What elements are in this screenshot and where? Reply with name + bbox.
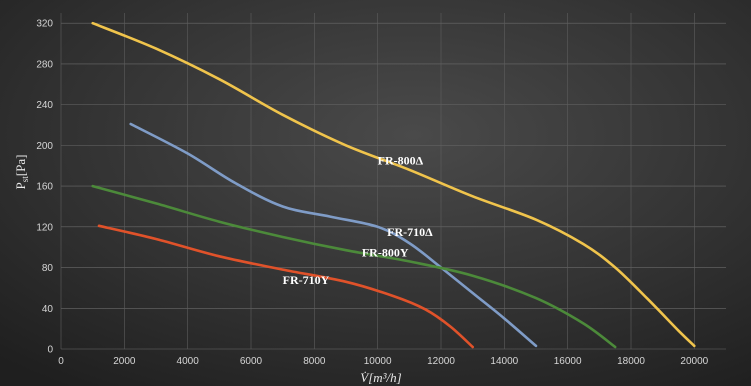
x-tick-label: 12000 — [427, 356, 455, 367]
series-line-fr-800 — [91, 21, 696, 348]
series-label: FR-710Y — [283, 273, 330, 287]
x-tick-label: 0 — [58, 356, 64, 367]
series-labels: FR-800Δ FR-710Δ FR-800Y FR-710Y — [283, 154, 433, 287]
series-label: FR-800Y — [362, 245, 409, 259]
x-tick-label: 10000 — [364, 356, 392, 367]
y-tick-label: 320 — [36, 19, 53, 30]
x-tick-label: 14000 — [490, 356, 518, 367]
series-line-fr-800y — [91, 184, 617, 349]
y-tick-label: 240 — [36, 100, 53, 111]
y-tick-label: 80 — [42, 263, 54, 274]
y-tick-label: 200 — [36, 141, 53, 152]
series-label: FR-800Δ — [378, 154, 424, 168]
y-tick-label: 40 — [42, 304, 54, 315]
x-tick-label: 4000 — [177, 356, 200, 367]
series-label: FR-710Δ — [387, 225, 433, 239]
x-tick-label: 20000 — [680, 356, 708, 367]
series-line-fr-710 — [129, 122, 538, 348]
x-tick-label: 2000 — [113, 356, 136, 367]
y-axis-ticks: 0 40 80 120 160 200 240 280 320 — [36, 19, 53, 356]
x-tick-label: 8000 — [303, 356, 326, 367]
x-tick-label: 16000 — [554, 356, 582, 367]
y-tick-label: 0 — [47, 345, 53, 356]
series-lines — [91, 21, 696, 349]
x-axis-label: V̇[m³/h] — [360, 370, 401, 385]
x-tick-label: 18000 — [617, 356, 645, 367]
y-axis-label: Pst[Pa] — [13, 155, 30, 190]
x-tick-label: 6000 — [240, 356, 263, 367]
x-axis-ticks: 0 2000 4000 6000 8000 10000 12000 14000 16000 180… — [58, 356, 708, 367]
series-line-fr-710y — [97, 224, 474, 349]
y-tick-label: 120 — [36, 222, 53, 233]
y-tick-label: 280 — [36, 59, 53, 70]
y-tick-label: 160 — [36, 182, 53, 193]
